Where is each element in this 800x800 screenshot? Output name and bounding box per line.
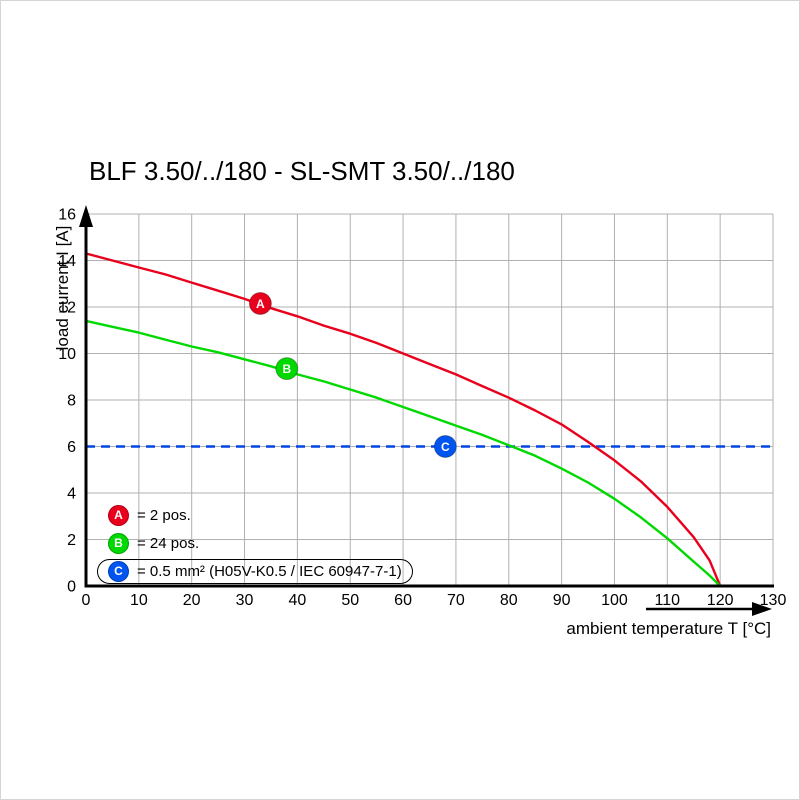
y-tick-label: 16 <box>58 207 76 224</box>
y-tick-label: 2 <box>67 532 76 549</box>
x-tick-label: 100 <box>601 592 628 609</box>
legend-marker-C-icon: C <box>108 561 129 582</box>
x-tick-label: 60 <box>394 592 412 609</box>
x-tick-label: 50 <box>341 592 359 609</box>
x-tick-label: 80 <box>500 592 518 609</box>
x-tick-label: 70 <box>447 592 465 609</box>
y-axis-arrow <box>79 205 93 227</box>
svg-text:C: C <box>441 440 450 454</box>
legend-label-C: = 0.5 mm² (H05V-K0.5 / IEC 60947-7-1) <box>137 563 402 580</box>
tick-labels: 0 10 20 30 40 50 60 70 80 90 100 110 120 130 0 2 4 6 8 10 12… <box>58 207 786 610</box>
legend-item-C: C = 0.5 mm² (H05V-K0.5 / IEC 60947-7-1) <box>97 559 413 584</box>
legend-marker-B-icon: B <box>108 533 129 554</box>
x-tick-label: 0 <box>82 592 91 609</box>
chart-title: BLF 3.50/../180 - SL-SMT 3.50/../180 <box>89 156 515 186</box>
chart-legend: A = 2 pos. B = 24 pos. C = 0.5 mm² (H05V-K0.5… <box>97 503 413 584</box>
series-B-curve <box>84 319 722 588</box>
legend-label-B: = 24 pos. <box>137 535 200 552</box>
marker-A: A <box>248 292 272 316</box>
x-axis-label: ambient temperature T [°C] <box>566 619 771 638</box>
legend-marker-A-icon: A <box>108 505 129 526</box>
marker-C: C <box>433 435 457 458</box>
legend-item-B: B = 24 pos. <box>97 531 210 556</box>
x-tick-label: 110 <box>655 592 681 609</box>
gridlines <box>86 213 774 586</box>
axes <box>84 224 774 588</box>
marker-B: B <box>275 357 299 381</box>
y-tick-label: 12 <box>58 300 76 317</box>
x-tick-label: 90 <box>553 592 571 609</box>
y-tick-label: 4 <box>67 486 76 503</box>
y-tick-label: 14 <box>58 253 76 270</box>
legend-item-A: A = 2 pos. <box>97 503 202 528</box>
y-tick-label: 10 <box>58 346 76 363</box>
series-A-curve <box>84 252 722 588</box>
y-tick-label: 8 <box>67 393 76 410</box>
x-tick-label: 40 <box>288 592 306 609</box>
x-tick-label: 30 <box>236 592 254 609</box>
x-tick-label: 130 <box>760 592 787 609</box>
x-axis-arrow <box>752 602 772 616</box>
y-tick-label: 6 <box>67 439 76 456</box>
y-tick-label: 0 <box>67 579 76 596</box>
svg-text:B: B <box>282 362 291 376</box>
x-tick-label: 120 <box>707 592 734 609</box>
svg-text:A: A <box>256 297 265 311</box>
legend-label-A: = 2 pos. <box>137 507 191 524</box>
x-tick-label: 20 <box>183 592 201 609</box>
x-tick-label: 10 <box>130 592 148 609</box>
